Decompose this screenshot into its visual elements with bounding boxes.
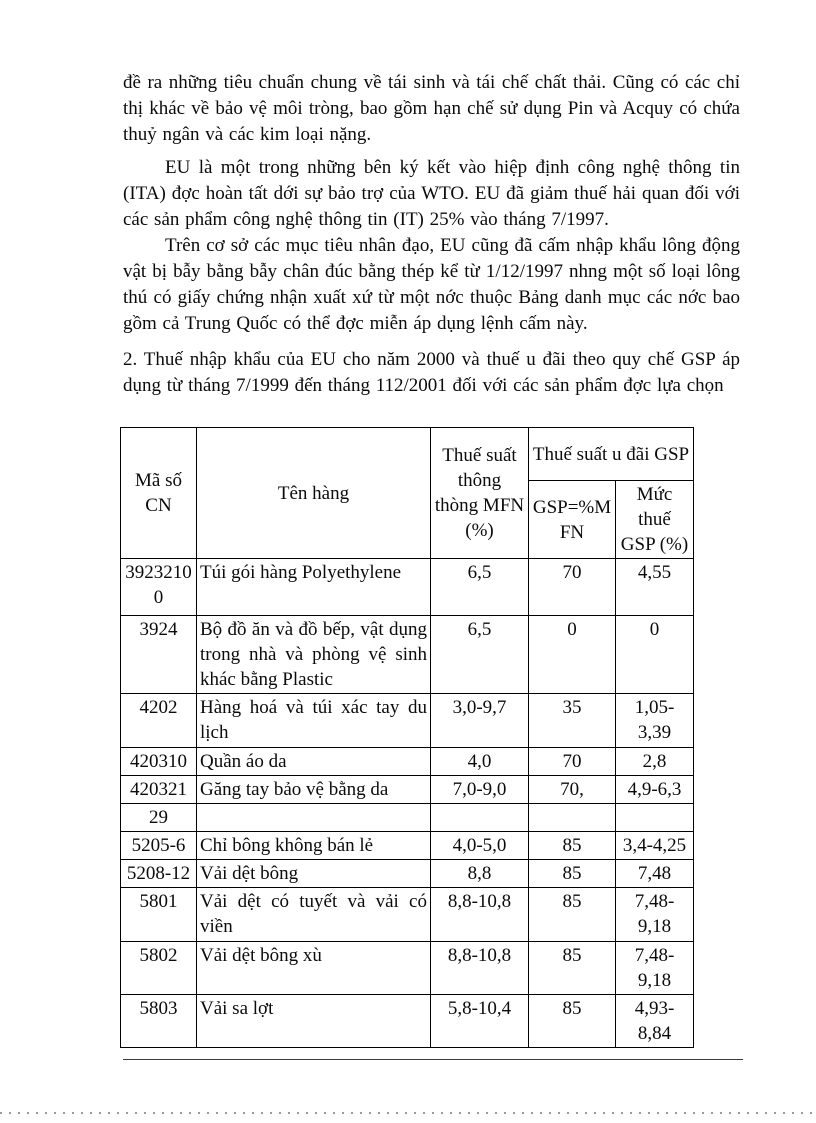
cell-gsp-rate: 3,4-4,25 <box>615 831 694 860</box>
cell-gsp-rate: 2,8 <box>615 747 694 776</box>
paragraph-recycling: đề ra những tiêu chuẩn chung về tái sinh… <box>123 72 740 145</box>
cell-mfn: 8,8-10,8 <box>430 941 529 995</box>
cell-name: Hàng hoá và túi xác tay du lịch <box>196 693 431 748</box>
cell-code: 5801 <box>120 887 197 942</box>
header-gsp-group: Thuế suất u đãi GSP <box>528 427 694 481</box>
cell-gsp-rate <box>615 803 694 832</box>
footnote-separator-line <box>123 1059 743 1060</box>
cell-gsp-percent <box>528 803 616 832</box>
table-header-row-2: GSP=%MFN Mức thuế GSP (%) <box>121 480 694 559</box>
tariff-table: Mã số CN Tên hàng Thuế suất thông thòng … <box>120 427 694 1048</box>
cell-mfn: 8,8 <box>430 859 529 888</box>
cell-mfn <box>430 803 529 832</box>
table-row: 420321 Găng tay bảo vệ bằng da 7,0-9,0 7… <box>120 775 694 804</box>
cell-mfn: 5,8-10,4 <box>430 994 529 1048</box>
cell-name: Vải dệt có tuyết và vải có viền <box>196 887 431 942</box>
cell-mfn: 6,5 <box>430 558 529 616</box>
cell-code: 5208-12 <box>120 859 197 888</box>
cell-gsp-percent: 85 <box>528 994 616 1048</box>
document-body: đề ra những tiêu chuẩn chung về tái sinh… <box>120 70 740 1048</box>
table-row: 5208-12 Vải dệt bông 8,8 85 7,48 <box>120 859 694 888</box>
cell-code: 5802 <box>120 941 197 995</box>
cell-name: Túi gói hàng Polyethylene <box>196 558 431 616</box>
cell-gsp-rate: 7,48-9,18 <box>615 887 694 942</box>
header-name: Tên hàng <box>196 427 431 559</box>
cell-name: Vải dệt bông <box>196 859 431 888</box>
paragraph-ita-agreement: EU là một trong những bên ký kết vào hiệ… <box>123 157 740 230</box>
table-header-row-1: Mã số CN Tên hàng Thuế suất thông thòng … <box>120 427 694 559</box>
paragraph-fur-ban: Trên cơ sở các mục tiêu nhân đạo, EU cũn… <box>123 235 740 334</box>
cell-name: Quần áo da <box>196 747 431 776</box>
cell-mfn: 4,0-5,0 <box>430 831 529 860</box>
cell-gsp-percent: 85 <box>528 859 616 888</box>
cell-name: Chỉ bông không bán lẻ <box>196 831 431 860</box>
cell-gsp-percent: 70 <box>528 558 616 616</box>
cell-code: 5205-6 <box>120 831 197 860</box>
header-code: Mã số CN <box>120 427 197 559</box>
cell-gsp-percent: 85 <box>528 831 616 860</box>
table-row: 4202 Hàng hoá và túi xác tay du lịch 3,0… <box>120 693 694 748</box>
cell-gsp-percent: 70 <box>528 747 616 776</box>
table-row: 5803 Vải sa lợt 5,8-10,4 85 4,93-8,84 <box>120 994 694 1048</box>
cell-mfn: 8,8-10,8 <box>430 887 529 942</box>
page-break-dotted-line <box>0 1112 816 1114</box>
cell-gsp-rate: 7,48 <box>615 859 694 888</box>
header-gsp-percent: GSP=%MFN <box>528 480 616 559</box>
table-row: 3924 Bộ đồ ăn và đồ bếp, vật dụng trong … <box>120 615 694 694</box>
cell-mfn: 7,0-9,0 <box>430 775 529 804</box>
cell-code: 5803 <box>120 994 197 1048</box>
cell-mfn: 6,5 <box>430 615 529 694</box>
table-row: 420310 Quần áo da 4,0 70 2,8 <box>120 747 694 776</box>
table-row: 5802 Vải dệt bông xù 8,8-10,8 85 7,48-9,… <box>120 941 694 995</box>
section-2-heading: 2. Thuế nhập khẩu của EU cho năm 2000 và… <box>123 349 740 396</box>
cell-gsp-percent: 70, <box>528 775 616 804</box>
cell-name: Vải dệt bông xù <box>196 941 431 995</box>
cell-gsp-rate: 0 <box>615 615 694 694</box>
cell-gsp-percent: 85 <box>528 887 616 942</box>
cell-mfn: 3,0-9,7 <box>430 693 529 748</box>
cell-gsp-rate: 4,55 <box>615 558 694 616</box>
cell-code: 39232100 <box>120 558 197 616</box>
cell-gsp-percent: 0 <box>528 615 616 694</box>
cell-code: 3924 <box>120 615 197 694</box>
cell-gsp-rate: 1,05-3,39 <box>615 693 694 748</box>
cell-code: 420321 <box>120 775 197 804</box>
cell-name <box>196 803 431 832</box>
table-row: 5801 Vải dệt có tuyết và vải có viền 8,8… <box>120 887 694 942</box>
cell-code: 29 <box>120 803 197 832</box>
cell-name: Bộ đồ ăn và đồ bếp, vật dụng trong nhà v… <box>196 615 431 694</box>
cell-gsp-percent: 85 <box>528 941 616 995</box>
cell-mfn: 4,0 <box>430 747 529 776</box>
cell-code: 4202 <box>120 693 197 748</box>
cell-name: Vải sa lợt <box>196 994 431 1048</box>
header-gsp-rate: Mức thuế GSP (%) <box>615 480 694 559</box>
cell-code: 420310 <box>120 747 197 776</box>
table-row: 5205-6 Chỉ bông không bán lẻ 4,0-5,0 85 … <box>120 831 694 860</box>
table-row: 39232100 Túi gói hàng Polyethylene 6,5 7… <box>120 558 694 616</box>
header-mfn: Thuế suất thông thòng MFN (%) <box>430 427 529 559</box>
table-row: 29 <box>120 803 694 832</box>
cell-gsp-rate: 7,48-9,18 <box>615 941 694 995</box>
cell-gsp-rate: 4,9-6,3 <box>615 775 694 804</box>
cell-name: Găng tay bảo vệ bằng da <box>196 775 431 804</box>
cell-gsp-rate: 4,93-8,84 <box>615 994 694 1048</box>
cell-gsp-percent: 35 <box>528 693 616 748</box>
